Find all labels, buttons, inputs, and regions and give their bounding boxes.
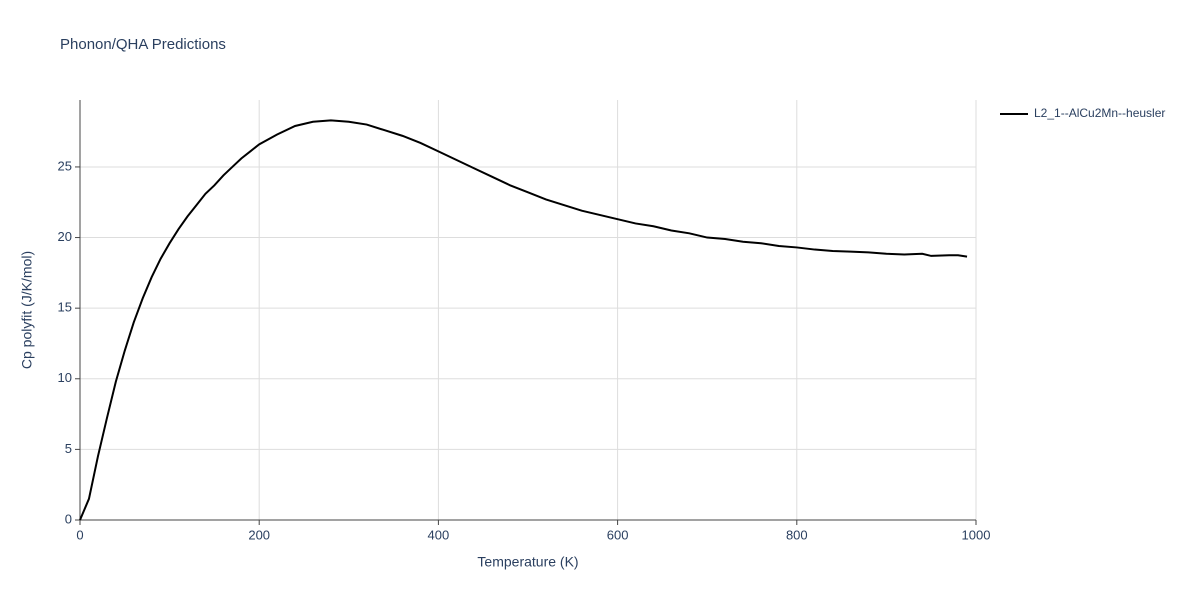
- x-axis-label: Temperature (K): [477, 554, 578, 570]
- y-tick-label: 25: [58, 158, 72, 173]
- x-tick-label: 200: [248, 527, 270, 542]
- y-tick-label: 10: [58, 370, 72, 385]
- y-tick-label: 0: [65, 511, 72, 526]
- y-tick-label: 15: [58, 300, 72, 315]
- y-axis-label: Cp polyfit (J/K/mol): [19, 251, 35, 369]
- x-tick-label: 400: [428, 527, 450, 542]
- data-line: [79, 119, 968, 521]
- y-tick-label: 20: [58, 229, 72, 244]
- y-tick-label: 5: [65, 441, 72, 456]
- x-tick-label: 800: [786, 527, 808, 542]
- chart-title: Phonon/QHA Predictions: [60, 36, 226, 53]
- x-tick-label: 600: [607, 527, 629, 542]
- x-tick-label: 0: [76, 527, 83, 542]
- legend-label: L2_1--AlCu2Mn--heusler: [1034, 106, 1165, 120]
- x-tick-label: 1000: [962, 527, 991, 542]
